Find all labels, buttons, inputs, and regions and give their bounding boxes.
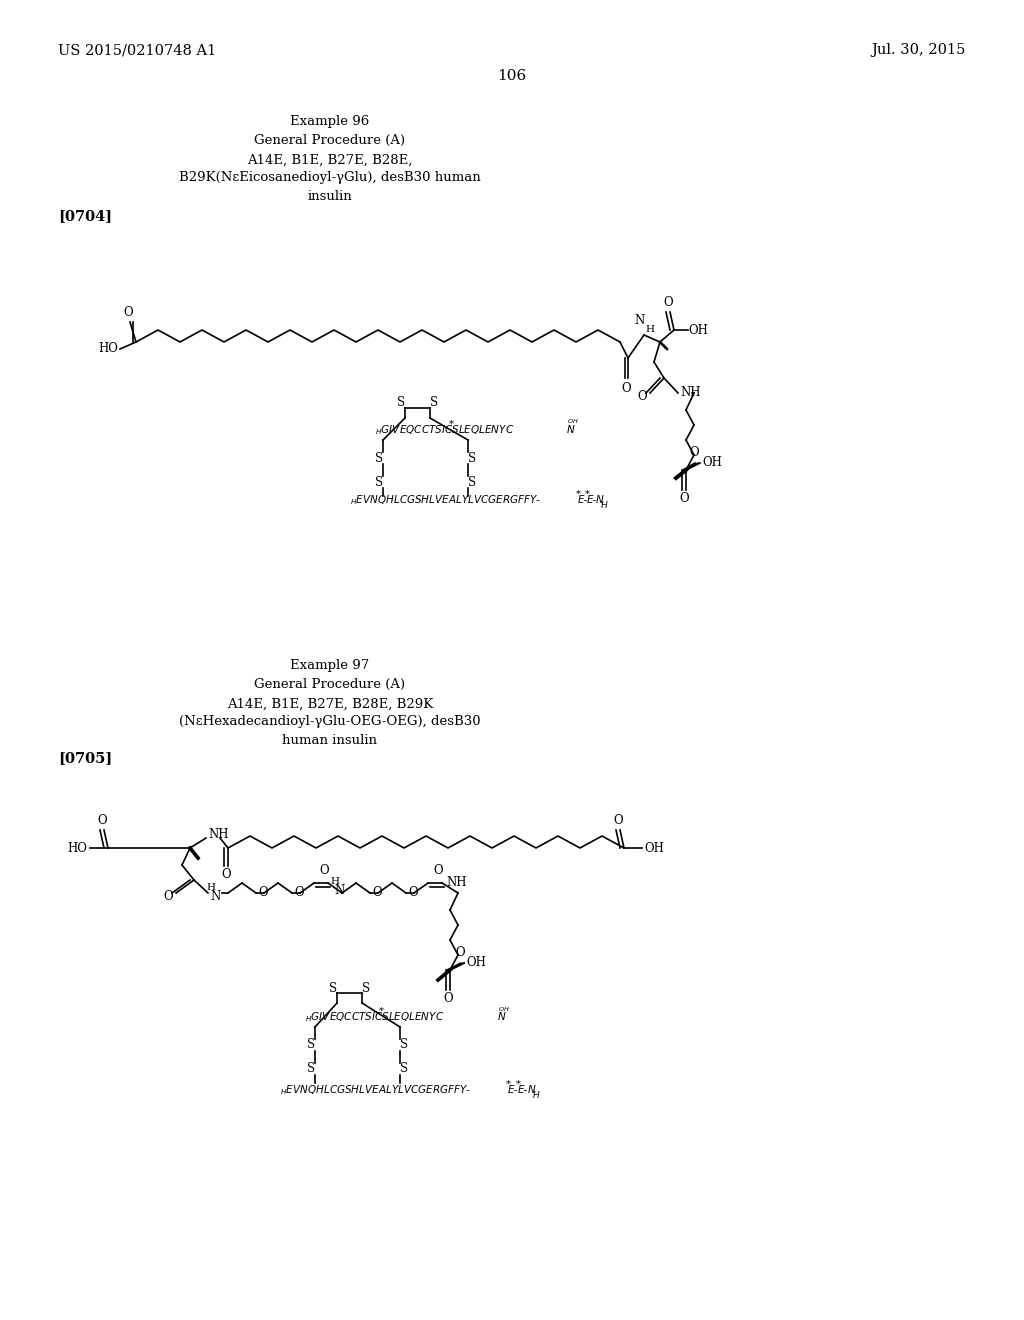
Text: $^{OH}$: $^{OH}$ (567, 418, 579, 428)
Text: S: S (400, 1039, 408, 1052)
Text: O: O (294, 887, 304, 899)
Text: human insulin: human insulin (283, 734, 378, 747)
Text: HO: HO (98, 342, 118, 355)
Text: H: H (601, 502, 608, 511)
Text: H: H (206, 883, 215, 891)
Text: E-: E- (508, 1085, 518, 1096)
Text: *: * (585, 490, 590, 499)
Text: *: * (379, 1006, 383, 1015)
Text: O: O (689, 446, 698, 458)
Text: N: N (596, 495, 604, 506)
Text: O: O (123, 306, 133, 319)
Text: O: O (433, 863, 442, 876)
Text: O: O (622, 381, 631, 395)
Text: O: O (408, 887, 418, 899)
Text: NH: NH (446, 876, 467, 890)
Text: O: O (258, 887, 267, 899)
Text: S: S (468, 475, 476, 488)
Text: O: O (664, 297, 673, 309)
Text: [0704]: [0704] (58, 209, 112, 223)
Text: S: S (397, 396, 406, 409)
Text: S: S (375, 451, 383, 465)
Text: $_H$GIVEQCCTSICSLEQLENYC: $_H$GIVEQCCTSICSLEQLENYC (375, 424, 514, 437)
Text: 106: 106 (498, 69, 526, 83)
Text: *: * (515, 1080, 520, 1089)
Text: US 2015/0210748 A1: US 2015/0210748 A1 (58, 44, 216, 57)
Text: S: S (307, 1063, 315, 1076)
Text: (NεHexadecandioyl-γGlu-OEG-OEG), desB30: (NεHexadecandioyl-γGlu-OEG-OEG), desB30 (179, 715, 481, 729)
Text: N: N (498, 1012, 506, 1022)
Text: O: O (613, 814, 623, 828)
Text: HO: HO (68, 842, 87, 854)
Text: S: S (430, 396, 438, 409)
Text: B29K(NεEicosanedioyl-γGlu), desB30 human: B29K(NεEicosanedioyl-γGlu), desB30 human (179, 172, 481, 185)
Text: E-: E- (518, 1085, 528, 1096)
Text: H: H (534, 1092, 540, 1101)
Text: A14E, B1E, B27E, B28E, B29K: A14E, B1E, B27E, B28E, B29K (227, 697, 433, 710)
Text: $_H$EVNQHLCGSHLVEALYLVCGERGFFY-: $_H$EVNQHLCGSHLVEALYLVCGERGFFY- (350, 494, 541, 507)
Text: OH: OH (644, 842, 664, 854)
Text: OH: OH (688, 323, 708, 337)
Text: OH: OH (702, 457, 722, 470)
Text: O: O (443, 993, 453, 1006)
Text: Example 96: Example 96 (291, 116, 370, 128)
Text: S: S (468, 451, 476, 465)
Text: Example 97: Example 97 (291, 660, 370, 672)
Text: O: O (163, 891, 173, 903)
Text: E-: E- (578, 495, 588, 506)
Text: [0705]: [0705] (58, 751, 113, 766)
Text: S: S (400, 1063, 408, 1076)
Text: Jul. 30, 2015: Jul. 30, 2015 (871, 44, 966, 57)
Text: A14E, B1E, B27E, B28E,: A14E, B1E, B27E, B28E, (248, 153, 413, 166)
Text: O: O (97, 814, 106, 828)
Text: General Procedure (A): General Procedure (A) (254, 677, 406, 690)
Text: N: N (334, 883, 344, 896)
Text: insulin: insulin (307, 190, 352, 202)
Text: S: S (361, 982, 370, 994)
Text: S: S (375, 475, 383, 488)
Text: NH: NH (208, 829, 228, 842)
Text: N: N (528, 1085, 536, 1096)
Text: N: N (210, 891, 220, 903)
Text: *: * (575, 490, 581, 499)
Text: OH: OH (466, 957, 485, 969)
Text: O: O (456, 945, 465, 958)
Text: O: O (372, 887, 382, 899)
Text: $_H$EVNQHLCGSHLVEALYLVCGERGFFY-: $_H$EVNQHLCGSHLVEALYLVCGERGFFY- (280, 1084, 471, 1097)
Text: *: * (506, 1080, 510, 1089)
Text: E-: E- (587, 495, 597, 506)
Text: H: H (645, 325, 654, 334)
Text: N: N (635, 314, 645, 326)
Text: O: O (637, 391, 647, 404)
Text: O: O (319, 863, 329, 876)
Text: *: * (449, 420, 454, 429)
Text: O: O (679, 491, 689, 504)
Text: General Procedure (A): General Procedure (A) (254, 133, 406, 147)
Text: H: H (330, 878, 339, 887)
Text: $_H$GIVEQCCTSICSLEQLENYC: $_H$GIVEQCCTSICSLEQLENYC (305, 1010, 444, 1024)
Text: S: S (329, 982, 337, 994)
Text: $^{OH}$: $^{OH}$ (498, 1006, 510, 1015)
Text: S: S (307, 1039, 315, 1052)
Text: NH: NH (680, 387, 700, 400)
Text: O: O (221, 869, 230, 882)
Text: N: N (567, 425, 574, 436)
